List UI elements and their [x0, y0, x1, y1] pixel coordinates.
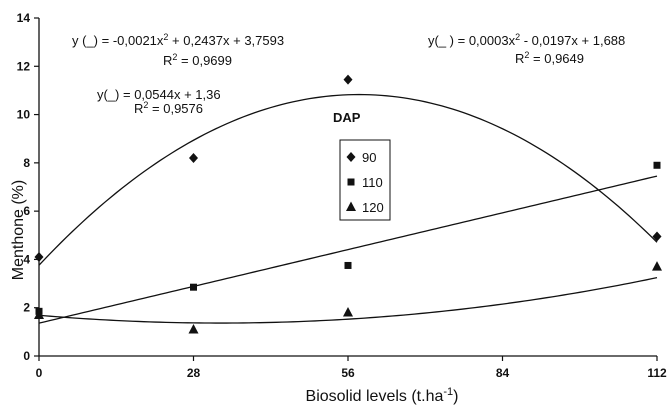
equation-120: y(_ ) = 0,0003x2 - 0,0197x + 1,688	[428, 32, 625, 48]
x-tick-label: 0	[36, 366, 43, 380]
legend-label-90: 90	[362, 150, 376, 165]
legend-label-120: 120	[362, 200, 384, 215]
y-tick-label: 12	[17, 59, 31, 73]
point-110	[190, 283, 197, 291]
y-tick-label: 8	[23, 156, 30, 170]
x-tick-label: 56	[341, 366, 355, 380]
r2-120: R2 = 0,9649	[515, 50, 584, 66]
equation-110: y(_) = 0,0544x + 1,36	[97, 87, 221, 102]
y-axis-title: Menthone (%)	[10, 180, 27, 281]
legend: DAP 90 110 120	[333, 110, 391, 221]
y-tick-label: 4	[23, 252, 30, 266]
y-tick-label: 10	[17, 108, 31, 122]
y-ticks: 0 2 4 6 8 10 12 14	[17, 11, 39, 363]
x-axis-title: Biosolid levels (t.ha-1)	[306, 386, 459, 405]
x-tick-label: 112	[647, 366, 667, 380]
point-90	[189, 153, 198, 164]
y-tick-label: 14	[17, 11, 31, 25]
point-90	[652, 231, 662, 242]
trendlines	[38, 93, 658, 324]
legend-marker-120	[346, 201, 356, 211]
trendline-90	[38, 93, 658, 266]
point-90	[34, 252, 44, 263]
point-120	[188, 323, 199, 334]
x-ticks: 0 28 56 84 112	[36, 356, 667, 380]
y-tick-label: 6	[23, 204, 30, 218]
r2-110: R2 = 0,9576	[134, 100, 203, 116]
point-110	[344, 261, 352, 269]
point-110	[653, 161, 661, 169]
data-points	[34, 74, 662, 334]
axes: 0 2 4 6 8 10 12 14 0 28 56 84 112	[17, 11, 667, 380]
r2-90: R2 = 0,9699	[163, 52, 232, 68]
point-120	[34, 309, 44, 319]
point-120	[652, 261, 662, 271]
y-tick-label: 2	[23, 301, 30, 315]
legend-marker-90	[346, 152, 356, 162]
point-120	[343, 307, 353, 317]
legend-label-110: 110	[362, 175, 383, 190]
trendline-110	[38, 175, 658, 324]
x-tick-label: 28	[187, 366, 201, 380]
y-tick-label: 0	[23, 349, 30, 363]
point-90	[343, 74, 353, 85]
x-tick-label: 84	[496, 366, 510, 380]
trendline-120	[38, 277, 658, 324]
legend-title: DAP	[333, 110, 361, 125]
equation-90: y (_) = -0,0021x2 + 0,2437x + 3,7593	[72, 32, 284, 48]
legend-items: 90 110 120	[346, 150, 384, 215]
legend-marker-110	[347, 178, 355, 186]
